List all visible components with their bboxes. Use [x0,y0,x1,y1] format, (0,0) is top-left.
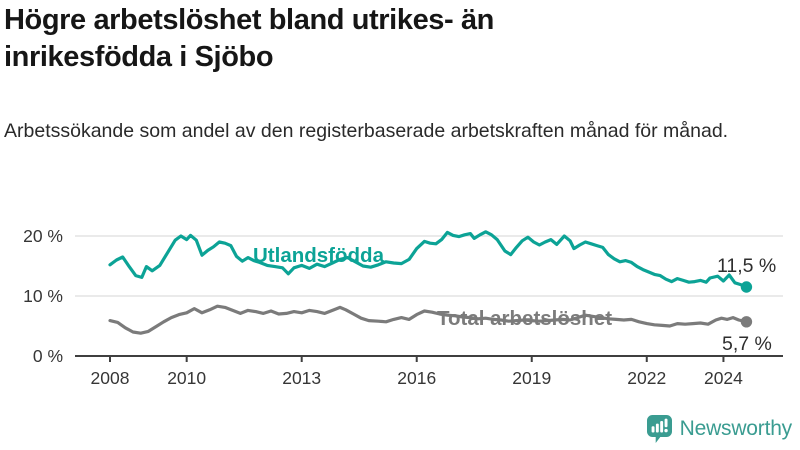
series-label-total-arbetsl-shet: Total arbetslöshet [437,307,612,330]
page-subtitle: Arbetssökande som andel av den registerb… [4,120,729,142]
series-line-utlandsf-dda [108,230,749,289]
bar-chart-speech-bubble-icon [646,415,672,443]
x-tick-label-2016: 2016 [397,368,436,388]
x-tick-label-2008: 2008 [91,368,130,388]
series-end-dot-utlandsf-dda [740,281,753,293]
newsworthy-logo-text: Newsworthy [679,417,793,440]
speech-bubble-shape [646,415,672,443]
bar-tall [659,421,663,433]
bar-medium [655,423,659,433]
page-title: Högre arbetslöshet bland utrikes- än inr… [4,4,494,73]
y-tick-label-10: 10 % [23,286,63,306]
x-tick-label-2024: 2024 [704,368,743,388]
x-tick-label-2010: 2010 [167,368,206,388]
x-tick-label-2022: 2022 [627,368,666,388]
x-tick-label-2013: 2013 [282,368,321,388]
y-tick-label-0: 0 % [33,346,63,366]
x-tick-label-2019: 2019 [512,368,551,388]
series-label-utlandsf-dda: Utlandsfödda [253,244,385,267]
exclamation-bar [664,418,668,428]
series-line-total-arbetsl-shet [108,304,749,335]
series-end-dot-total-arbetsl-shet [740,316,753,328]
series-end-value-utlandsf-dda: 11,5 % [717,255,776,277]
exclamation-dot [663,428,668,433]
newsworthy-logo: Newsworthy [646,415,793,443]
y-tick-label-20: 20 % [23,226,63,246]
bar-small [651,426,655,433]
series-end-value-total-arbetsl-shet: 5,7 % [722,333,772,355]
